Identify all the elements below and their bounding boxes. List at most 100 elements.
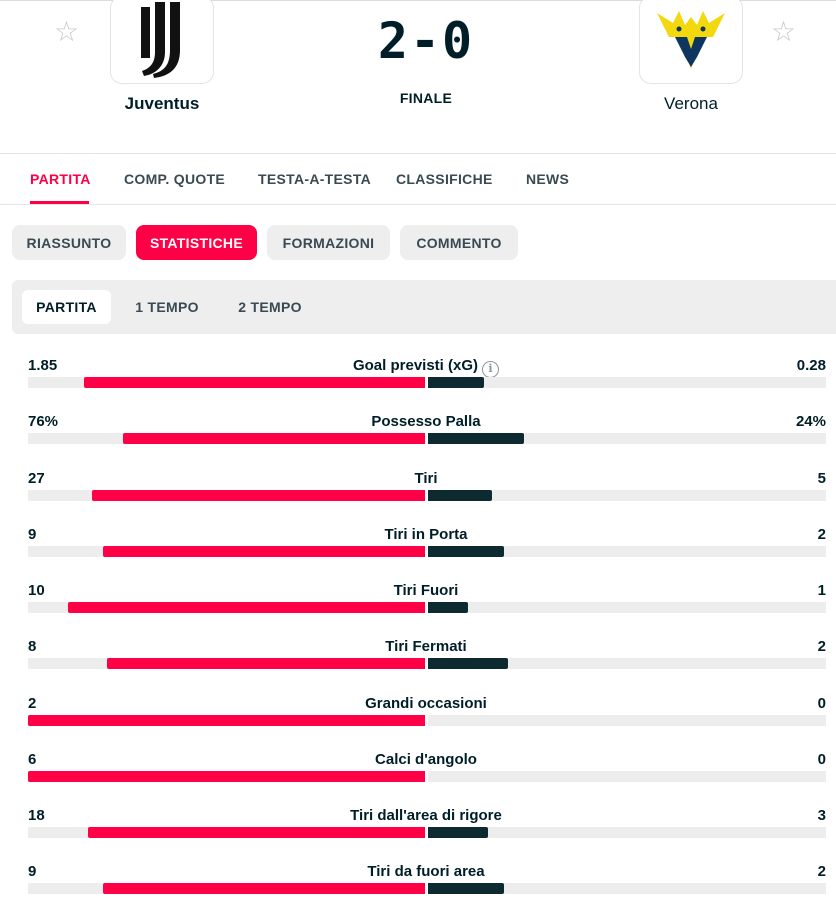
stat-home-track [28, 771, 425, 782]
subtab-formazioni[interactable]: FORMAZIONI [267, 225, 390, 260]
stat-away-track [428, 602, 826, 613]
stat-home-value: 76% [28, 413, 59, 430]
stat-home-track [28, 602, 425, 613]
stat-away-track [428, 377, 826, 388]
home-team-logo[interactable] [110, 0, 214, 84]
stat-row: 10 Tiri Fuori 1 [0, 582, 836, 638]
stat-row: 8 Tiri Fermati 2 [0, 638, 836, 694]
stat-home-bar [83, 377, 425, 388]
stat-away-track [428, 715, 826, 726]
stat-home-value: 1.85 [28, 357, 58, 374]
tab-partita[interactable]: PARTITA [30, 171, 91, 187]
stat-row: 6 Calci d'angolo 0 [0, 751, 836, 807]
tab-news[interactable]: NEWS [526, 171, 570, 187]
stat-row: 2 Grandi occasioni 0 [0, 695, 836, 751]
stat-home-track [28, 715, 425, 726]
stat-away-track [428, 883, 826, 894]
stat-label: Tiri [414, 470, 438, 487]
match-status: FINALE [399, 90, 453, 106]
stat-home-track [28, 658, 425, 669]
stat-away-value: 2 [817, 863, 826, 880]
stat-home-bar [103, 883, 425, 894]
stat-away-track [428, 658, 826, 669]
stat-home-track [28, 883, 425, 894]
away-team-name[interactable]: Verona [664, 94, 718, 113]
tab-classifiche[interactable]: CLASSIFICHE [396, 171, 493, 187]
stat-away-track [428, 490, 826, 501]
stat-away-track [428, 827, 826, 838]
stat-away-value: 0 [817, 751, 826, 768]
tab-comp-quote[interactable]: COMP. QUOTE [124, 171, 226, 187]
stat-home-track [28, 827, 425, 838]
top-divider [0, 0, 836, 3]
stat-home-track [28, 377, 425, 388]
period-2-tempo[interactable]: 2 TEMPO [238, 299, 302, 315]
stat-away-value: 5 [817, 470, 826, 487]
stat-away-bar [428, 377, 484, 388]
stat-away-value: 1 [817, 582, 826, 599]
stat-label: Tiri dall'area di rigore [350, 807, 502, 824]
stat-home-value: 2 [28, 695, 37, 712]
stat-away-bar [428, 602, 468, 613]
stat-away-value: 0 [817, 695, 826, 712]
stat-home-value: 27 [28, 470, 45, 487]
stat-home-bar [28, 715, 425, 726]
stat-label: Tiri Fermati [385, 638, 467, 655]
stat-label: Calci d'angolo [375, 751, 477, 768]
stat-home-value: 6 [28, 751, 37, 768]
stat-away-bar [428, 658, 508, 669]
stat-away-value: 2 [817, 526, 826, 543]
stat-row: 27 Tiri 5 [0, 470, 836, 526]
stat-home-track [28, 433, 425, 444]
stat-away-value: 2 [817, 638, 826, 655]
home-team-name[interactable]: Juventus [124, 94, 200, 113]
subtab-statistiche[interactable]: STATISTICHE [136, 225, 257, 260]
stat-away-bar [428, 883, 504, 894]
stat-home-bar [67, 602, 425, 613]
stat-row: 1.85 Goal previsti (xG) i 0.28 [0, 357, 836, 413]
match-header: ☆ Juventus 2-0 FINALE Verona ☆ [0, 0, 836, 154]
period-selector: PARTITA 1 TEMPO 2 TEMPO [12, 280, 836, 334]
stat-away-track [428, 771, 826, 782]
stat-label: Goal previsti (xG) i [226, 357, 626, 378]
favorite-home-star-icon[interactable]: ☆ [54, 16, 80, 47]
stat-row: 18 Tiri dall'area di rigore 3 [0, 807, 836, 863]
stat-home-value: 18 [28, 807, 45, 824]
stat-home-value: 10 [28, 582, 45, 599]
main-tabs: PARTITA COMP. QUOTE TESTA-A-TESTA CLASSI… [0, 154, 836, 205]
juventus-logo-icon [141, 2, 180, 78]
stat-away-bar [428, 827, 488, 838]
stat-home-value: 9 [28, 863, 37, 880]
stat-home-bar [91, 490, 425, 501]
stat-label: Possesso Palla [371, 413, 481, 430]
stat-away-track [428, 433, 826, 444]
tab-testa-a-testa[interactable]: TESTA-A-TESTA [258, 171, 372, 187]
period-1-tempo[interactable]: 1 TEMPO [135, 299, 199, 315]
stat-home-bar [123, 433, 425, 444]
verona-logo-icon [657, 11, 725, 69]
stat-label: Grandi occasioni [365, 695, 487, 712]
stat-home-value: 9 [28, 526, 37, 543]
stat-label: Tiri Fuori [393, 582, 459, 599]
stat-home-track [28, 490, 425, 501]
stat-home-value: 8 [28, 638, 37, 655]
stat-away-value: 0.28 [796, 357, 826, 374]
match-score: 2-0 [377, 12, 475, 70]
stat-away-value: 24% [795, 413, 826, 430]
stat-row: 9 Tiri in Porta 2 [0, 526, 836, 582]
stat-home-bar [87, 827, 425, 838]
stat-label-text: Goal previsti (xG) [352, 357, 479, 374]
subtab-commento[interactable]: COMMENTO [400, 225, 518, 260]
stat-away-bar [428, 490, 492, 501]
subtab-riassunto[interactable]: RIASSUNTO [12, 225, 126, 260]
stat-home-bar [107, 658, 425, 669]
stat-away-bar [428, 433, 524, 444]
favorite-away-star-icon[interactable]: ☆ [771, 16, 797, 47]
stat-home-track [28, 546, 425, 557]
period-partita[interactable]: PARTITA [22, 290, 111, 324]
stat-home-bar [28, 771, 425, 782]
info-icon[interactable]: i [482, 361, 500, 378]
stat-label: Tiri in Porta [384, 526, 468, 543]
stat-row: 76% Possesso Palla 24% [0, 413, 836, 469]
away-team-logo[interactable] [639, 0, 743, 84]
